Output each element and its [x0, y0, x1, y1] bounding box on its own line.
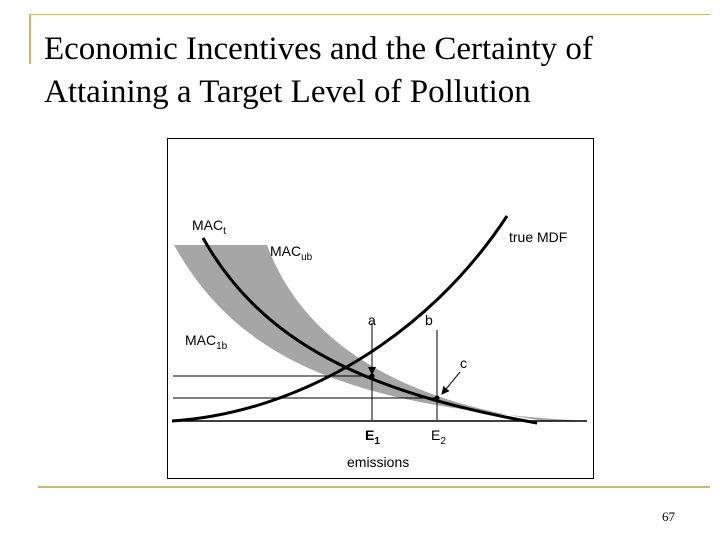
mac-lb-label: MAC1b [185, 332, 228, 352]
x-tick-e2: E2 [431, 427, 446, 447]
accent-rule-top [29, 14, 710, 15]
accent-bar-left [29, 14, 31, 64]
point-a-marker [369, 373, 375, 379]
mac-ub-label: MACub [270, 243, 313, 263]
point-c-marker [434, 395, 440, 401]
arrow-c [441, 371, 461, 395]
title-line-1: Economic Incentives and the Certainty of [44, 31, 593, 67]
point-b-label: b [425, 312, 433, 328]
point-a-label: a [368, 312, 376, 328]
accent-rule-bottom [38, 486, 710, 488]
x-axis-label: emissions [347, 454, 409, 470]
mdf-curve [171, 215, 509, 423]
title-line-2: Attaining a Target Level of Pollution [44, 74, 531, 110]
pollution-cost-diagram: MACt MACub MAC1b true MDF 1b t2 t1 costs… [167, 138, 594, 479]
mac-true-curve [201, 237, 538, 425]
mdf-label: true MDF [509, 229, 567, 245]
mac-true-label: MACt [192, 217, 226, 237]
point-c-label: c [460, 355, 467, 371]
page-number: 67 [662, 509, 675, 524]
mac-uncertainty-band [174, 245, 587, 421]
x-tick-e1: E1 [365, 427, 380, 447]
slide-title: Economic Incentives and the Certainty of… [44, 28, 684, 114]
